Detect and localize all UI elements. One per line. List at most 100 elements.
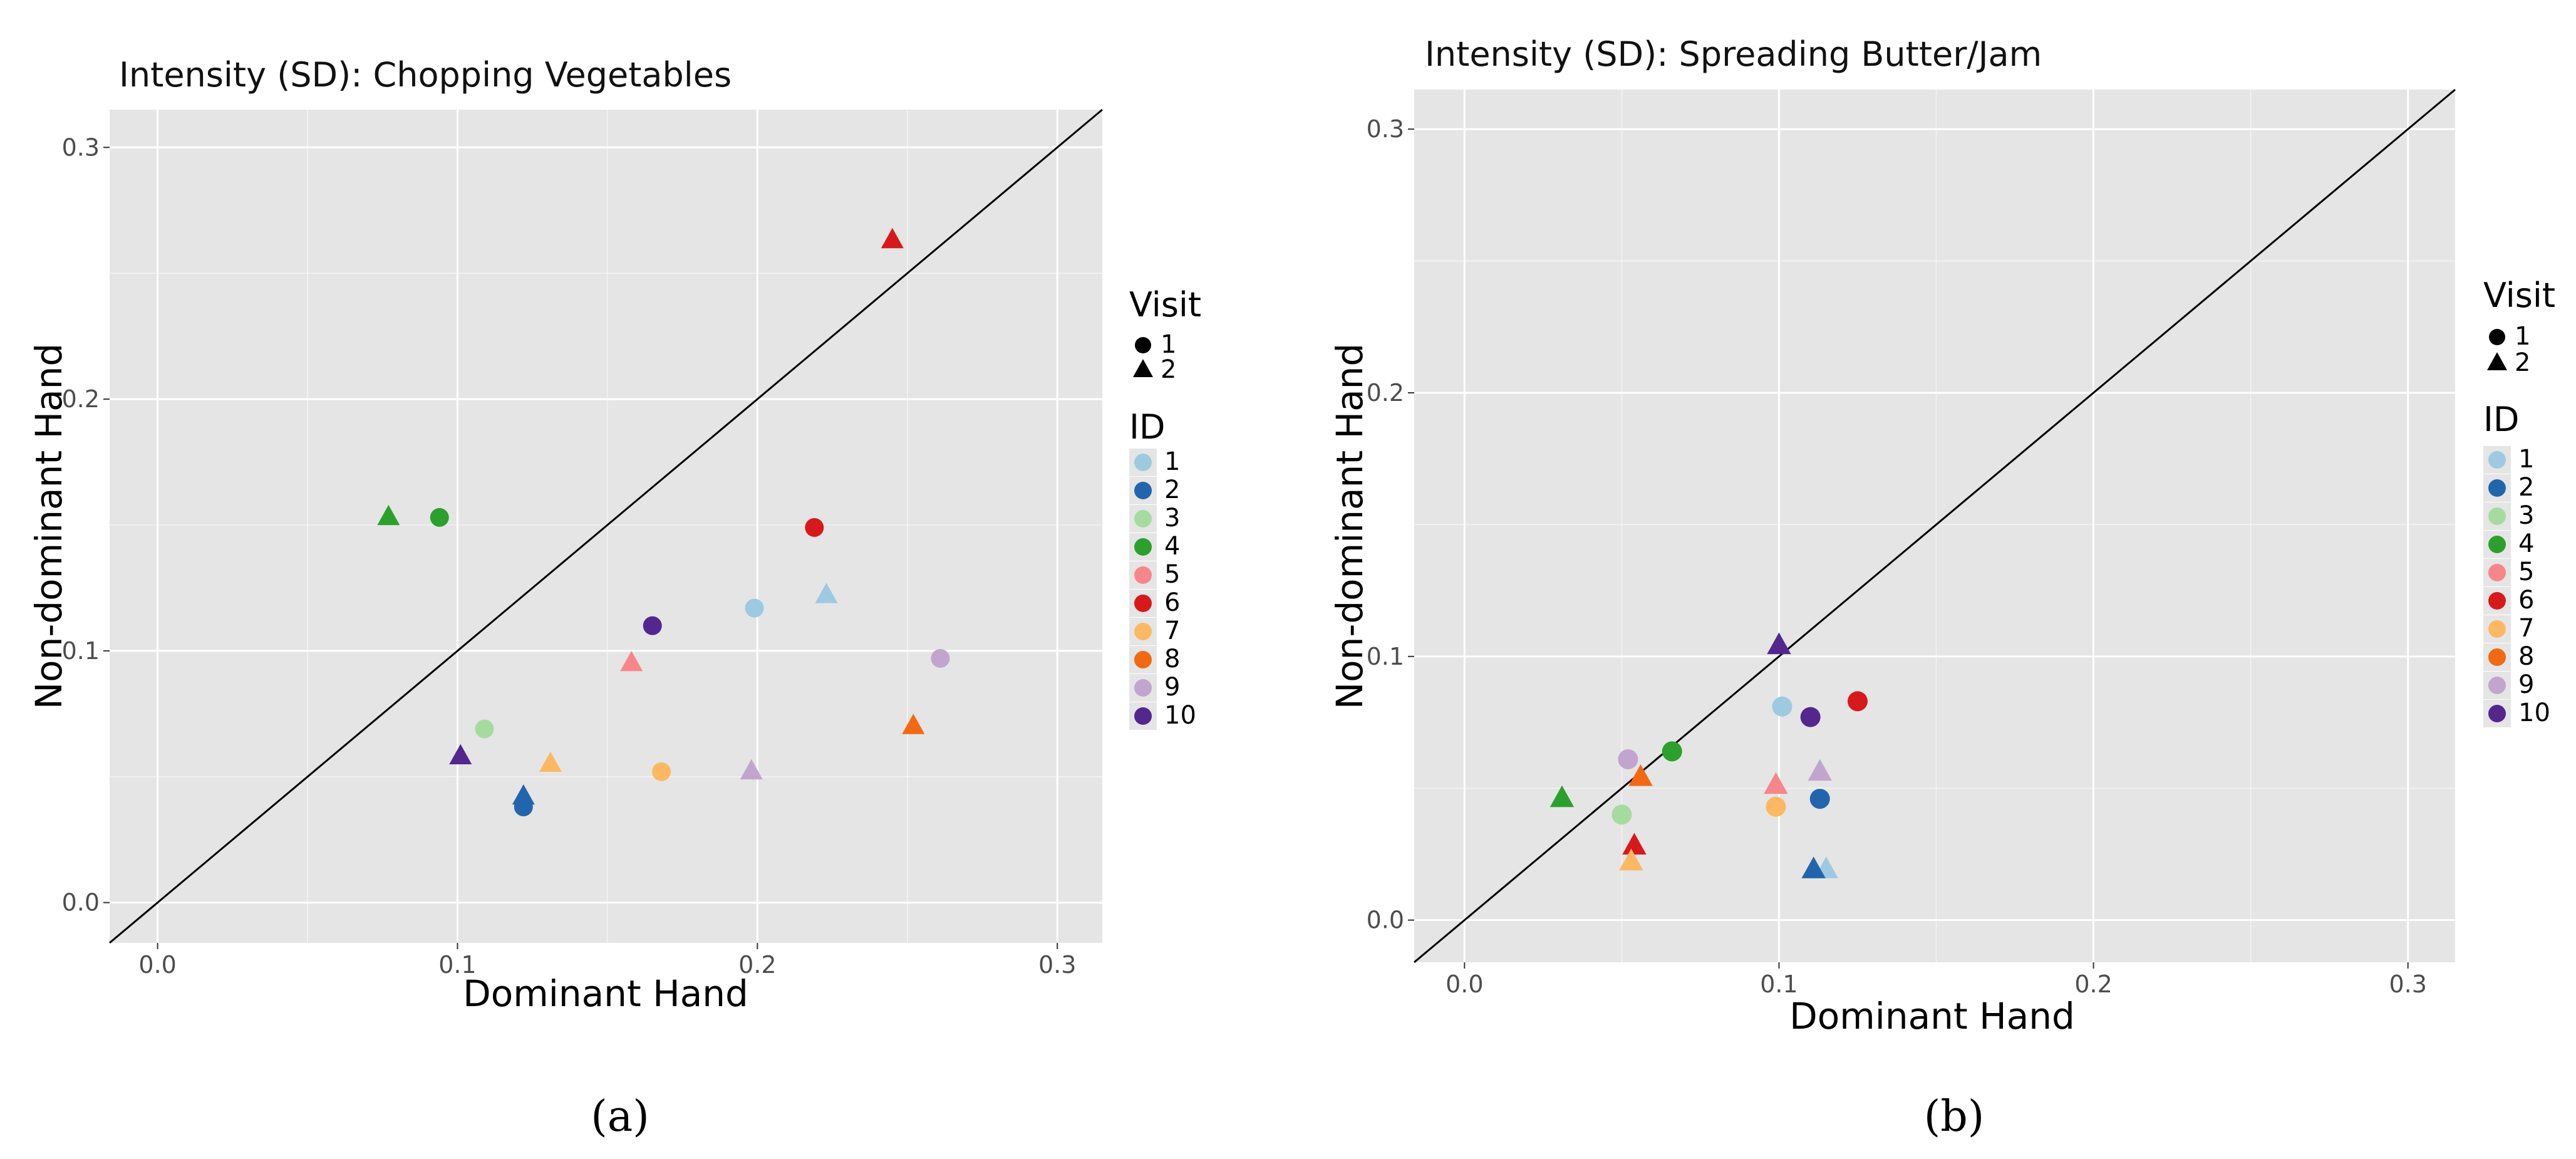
point-id9-visit1 bbox=[1618, 749, 1638, 769]
legend-key-id2 bbox=[1134, 482, 1152, 499]
legend-key-id7 bbox=[2488, 620, 2506, 638]
legend-id-label: 5 bbox=[1164, 560, 1180, 589]
legend-key-triangle bbox=[1133, 359, 1153, 377]
legend-key-id10 bbox=[1134, 707, 1152, 725]
legend-key-id4 bbox=[1134, 538, 1152, 556]
x-ticks-a: 0.0 0.1 0.2 0.3 bbox=[138, 943, 1076, 979]
x-tick-label: 0.2 bbox=[2074, 970, 2112, 998]
legend-id-label: 6 bbox=[1164, 588, 1180, 617]
legend-visit-title: Visit bbox=[1129, 285, 1201, 325]
y-tick-label: 0.1 bbox=[1367, 643, 1404, 670]
point-id1-visit1 bbox=[1772, 696, 1792, 717]
legend-visit-title: Visit bbox=[2483, 276, 2555, 315]
legend-id-title: ID bbox=[2483, 400, 2520, 439]
legend-id-label: 2 bbox=[2518, 473, 2534, 502]
points-a bbox=[377, 227, 950, 817]
x-tick-label: 0.1 bbox=[1760, 970, 1798, 998]
legend-key-id2 bbox=[2488, 479, 2506, 497]
point-id10-visit1 bbox=[1800, 707, 1821, 727]
legend-id-label: 1 bbox=[1164, 447, 1180, 476]
legend-key-id1 bbox=[2488, 451, 2506, 469]
legend-key-triangle bbox=[2487, 352, 2507, 370]
x-ticks-b: 0.0 0.1 0.2 0.3 bbox=[1446, 962, 2427, 998]
point-id4-visit1 bbox=[430, 507, 449, 527]
legend-key-id6 bbox=[1134, 595, 1152, 612]
legend-id-label: 10 bbox=[2518, 699, 2550, 727]
legend-key-id5 bbox=[1134, 566, 1152, 584]
chart-title-b: Intensity (SD): Spreading Butter/Jam bbox=[1425, 34, 2042, 74]
legend-id-label: 1 bbox=[2518, 445, 2534, 474]
legend-key-id3 bbox=[1134, 510, 1152, 528]
point-id2-visit1 bbox=[1809, 789, 1830, 809]
point-id9-visit1 bbox=[931, 648, 950, 668]
legend-id-label: 3 bbox=[2518, 501, 2534, 530]
legend-id-label: 8 bbox=[2518, 642, 2534, 671]
point-id6-visit1 bbox=[805, 518, 824, 538]
legend-key-circle bbox=[1135, 337, 1151, 353]
legend-key-id8 bbox=[1134, 651, 1152, 668]
point-id9-visit2 bbox=[1808, 759, 1832, 781]
legend-id-label: 10 bbox=[1164, 701, 1196, 730]
point-id8-visit2 bbox=[902, 714, 925, 734]
point-id6-visit1 bbox=[1847, 691, 1868, 712]
y-tick-label: 0.2 bbox=[1367, 379, 1404, 407]
x-tick-label: 0.0 bbox=[1446, 970, 1483, 998]
legend-id-label: 4 bbox=[1164, 532, 1180, 561]
x-tick-label: 0.2 bbox=[738, 951, 776, 979]
y-axis-label-b: Non-dominant Hand bbox=[1328, 343, 1371, 709]
x-tick-label: 0.1 bbox=[438, 951, 476, 979]
legend-key-id6 bbox=[2488, 592, 2506, 610]
gridlines-a bbox=[110, 110, 1102, 943]
point-id5-visit2 bbox=[620, 650, 643, 672]
point-id2-visit2 bbox=[1801, 856, 1826, 878]
point-id7-visit2 bbox=[539, 751, 562, 772]
point-id3-visit1 bbox=[1611, 804, 1632, 825]
chart-panel-a: Intensity (SD): Chopping Vegetables 0.0 0… bbox=[28, 55, 1201, 1141]
point-id6-visit2 bbox=[881, 227, 904, 249]
legend-key-id9 bbox=[1134, 679, 1152, 697]
legend-id-label: 7 bbox=[2518, 614, 2534, 643]
x-tick-label: 0.3 bbox=[1038, 951, 1076, 979]
legend-id-label: 9 bbox=[2518, 670, 2534, 699]
legend-visit-label: 2 bbox=[2515, 348, 2530, 377]
legend-id-label: 7 bbox=[1164, 616, 1180, 645]
point-id4-visit2 bbox=[1549, 785, 1575, 808]
y-tick-label: 0.1 bbox=[62, 637, 100, 665]
point-id3-visit1 bbox=[475, 719, 494, 739]
legend-key-id10 bbox=[2488, 705, 2506, 722]
y-tick-label: 0.0 bbox=[62, 889, 100, 917]
legend-id-title: ID bbox=[1129, 407, 1166, 447]
legend-visit-label: 1 bbox=[2515, 322, 2530, 351]
point-id8-visit2 bbox=[1628, 764, 1653, 786]
chart-title-a: Intensity (SD): Chopping Vegetables bbox=[119, 55, 732, 95]
points-b bbox=[1549, 632, 1868, 878]
y-tick-label: 0.2 bbox=[62, 385, 100, 413]
legend-key-id9 bbox=[2488, 677, 2506, 694]
x-axis-label-a: Dominant Hand bbox=[463, 972, 748, 1015]
legend-key-id8 bbox=[2488, 648, 2506, 666]
legend-id-label: 4 bbox=[2518, 529, 2534, 558]
legend-id-label: 3 bbox=[1164, 504, 1180, 533]
point-id7-visit1 bbox=[652, 762, 671, 781]
point-id7-visit2 bbox=[1619, 848, 1643, 871]
caption-a: (a) bbox=[591, 1092, 649, 1141]
point-id10-visit2 bbox=[1767, 632, 1791, 655]
legend-visit-label: 2 bbox=[1161, 355, 1176, 384]
point-id10-visit2 bbox=[449, 744, 472, 764]
point-id7-visit1 bbox=[1766, 796, 1786, 817]
point-id4-visit1 bbox=[1662, 741, 1682, 762]
gridlines-b bbox=[1414, 90, 2455, 962]
point-id10-visit1 bbox=[643, 616, 662, 635]
legend-id-label: 9 bbox=[1164, 673, 1180, 702]
x-tick-label: 0.3 bbox=[2389, 970, 2426, 998]
point-id2-visit2 bbox=[512, 784, 535, 805]
legend-id-label: 6 bbox=[2518, 586, 2534, 615]
legend-id-label: 8 bbox=[1164, 645, 1180, 673]
point-id9-visit2 bbox=[740, 759, 763, 780]
point-id1-visit1 bbox=[745, 598, 764, 618]
legend-key-id1 bbox=[1134, 454, 1152, 471]
y-ticks-b: 0.0 0.1 0.2 0.3 bbox=[1367, 115, 1414, 934]
